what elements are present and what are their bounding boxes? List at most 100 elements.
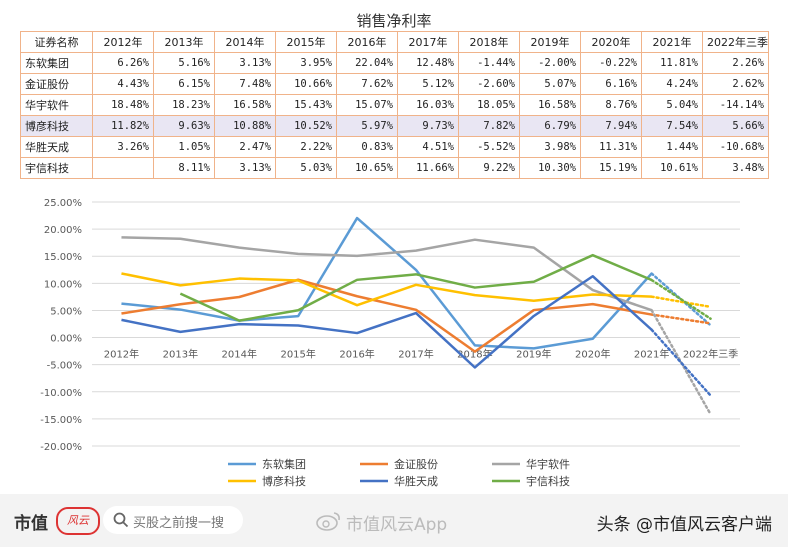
table-cell-value: -14.14% bbox=[702, 94, 769, 116]
table-cell-value: 6.79% bbox=[519, 115, 581, 137]
table-header-cell: 2019年 bbox=[519, 31, 581, 53]
table-cell-value: 10.30% bbox=[519, 157, 581, 179]
table-cell-value: 3.48% bbox=[702, 157, 769, 179]
table-cell-value: 10.61% bbox=[641, 157, 703, 179]
table-row: 宇信科技 8.11% 3.13% 5.03% 10.65% 11.66% 9.22% 10.3… bbox=[20, 157, 769, 179]
footer-bar: 市值 风云 买股之前搜一搜 市值风云App 头条 @市值风云客户端 bbox=[0, 494, 788, 547]
table-cell-value: 3.13% bbox=[214, 157, 276, 179]
data-table: 证券名称 2012年 2013年 2014年 2015年 2016年 2017年 2018年 2… bbox=[20, 31, 769, 179]
table-cell-value: 11.81% bbox=[641, 52, 703, 74]
table-cell-value: 4.43% bbox=[92, 73, 154, 95]
table-cell-value: 5.97% bbox=[336, 115, 398, 137]
table-header-cell: 证券名称 bbox=[20, 31, 93, 53]
table-header-cell: 2022年三季 bbox=[702, 31, 769, 53]
table-cell-value: 15.43% bbox=[275, 94, 337, 116]
x-tick-label: 2021年 bbox=[634, 348, 669, 361]
table-cell-name: 金证股份 bbox=[20, 73, 93, 95]
table-cell-value: 3.95% bbox=[275, 52, 337, 74]
search-box[interactable]: 买股之前搜一搜 bbox=[103, 506, 243, 534]
x-tick-label: 2022年三季 bbox=[683, 348, 738, 361]
x-tick-label: 2018年 bbox=[457, 348, 492, 361]
x-tick-label: 2020年 bbox=[575, 348, 610, 361]
y-tick-label: 20.00% bbox=[44, 225, 82, 236]
line-chart: 25.00% 20.00% 15.00% 10.00% 5.00% 0.00% -5.00%… bbox=[40, 198, 740, 488]
table-cell-name: 华宇软件 bbox=[20, 94, 93, 116]
legend-label: 华宇软件 bbox=[526, 457, 570, 471]
table-cell-value: 18.48% bbox=[92, 94, 154, 116]
table-cell-value: 6.26% bbox=[92, 52, 154, 74]
table-cell-value: -2.00% bbox=[519, 52, 581, 74]
watermark-text: 市值风云App bbox=[346, 515, 448, 535]
table-cell-value: 9.22% bbox=[458, 157, 520, 179]
table-cell-value: 10.52% bbox=[275, 115, 337, 137]
table-cell-value: 18.05% bbox=[458, 94, 520, 116]
y-tick-label: 0.00% bbox=[50, 334, 82, 345]
table-cell-value: 8.11% bbox=[153, 157, 215, 179]
y-tick-label: 25.00% bbox=[44, 198, 82, 209]
table-header-cell: 2013年 bbox=[153, 31, 215, 53]
table-cell-value: -10.68% bbox=[702, 136, 769, 158]
table-cell-name: 东软集团 bbox=[20, 52, 93, 74]
table-cell-value: 7.82% bbox=[458, 115, 520, 137]
x-tick-label: 2015年 bbox=[280, 348, 315, 361]
table-cell-value: 16.58% bbox=[519, 94, 581, 116]
x-tick-label: 2014年 bbox=[222, 348, 257, 361]
table-cell-value bbox=[92, 157, 154, 179]
table-cell-value: 11.31% bbox=[580, 136, 642, 158]
y-tick-label: -20.00% bbox=[40, 442, 82, 453]
table-cell-value: -5.52% bbox=[458, 136, 520, 158]
legend-label: 金证股份 bbox=[394, 457, 438, 471]
table-row: 金证股份 4.43% 6.15% 7.48% 10.66% 7.62% 5.12% -2.60… bbox=[20, 73, 769, 95]
table-cell-value: 5.12% bbox=[397, 73, 459, 95]
table-cell-value: 2.26% bbox=[702, 52, 769, 74]
table-cell-value: 7.48% bbox=[214, 73, 276, 95]
table-row: 博彦科技 11.82% 9.63% 10.88% 10.52% 5.97% 9.73% 7.8… bbox=[20, 115, 769, 137]
series-line bbox=[121, 274, 653, 369]
table-header-cell: 2015年 bbox=[275, 31, 337, 53]
series-line-projection bbox=[650, 295, 712, 309]
x-tick-label: 2017年 bbox=[398, 348, 433, 361]
table-cell-value: 3.26% bbox=[92, 136, 154, 158]
weibo-icon bbox=[316, 512, 340, 531]
table-cell-value: 5.07% bbox=[519, 73, 581, 95]
table-cell-value: 10.88% bbox=[214, 115, 276, 137]
table-cell-value: 1.44% bbox=[641, 136, 703, 158]
table-cell-value: 2.47% bbox=[214, 136, 276, 158]
table-header-cell: 2012年 bbox=[92, 31, 154, 53]
series-line-projection bbox=[650, 278, 712, 320]
x-tick-label: 2012年 bbox=[104, 348, 139, 361]
x-tick-label: 2019年 bbox=[516, 348, 551, 361]
series-line bbox=[121, 278, 652, 353]
table-cell-value: 16.03% bbox=[397, 94, 459, 116]
logo-text: 市值 bbox=[14, 514, 48, 534]
table-cell-name: 华胜天成 bbox=[20, 136, 93, 158]
table-cell-value: 15.19% bbox=[580, 157, 642, 179]
table-cell-value: 8.76% bbox=[580, 94, 642, 116]
series-line bbox=[121, 272, 652, 307]
table-header-cell: 2014年 bbox=[214, 31, 276, 53]
table-cell-name: 宇信科技 bbox=[20, 157, 93, 179]
table-cell-value: 2.22% bbox=[275, 136, 337, 158]
search-icon bbox=[113, 512, 129, 528]
x-tick-label: 2016年 bbox=[339, 348, 374, 361]
y-tick-label: 15.00% bbox=[44, 252, 82, 263]
y-tick-label: -15.00% bbox=[40, 415, 82, 426]
table-cell-value: 7.94% bbox=[580, 115, 642, 137]
legend-label: 博彦科技 bbox=[262, 474, 306, 488]
table-cell-name: 博彦科技 bbox=[20, 115, 93, 137]
table-row: 华胜天成 3.26% 1.05% 2.47% 2.22% 0.83% 4.51% -5.52%… bbox=[20, 136, 769, 158]
x-tick-label: 2013年 bbox=[163, 348, 198, 361]
table-cell-value: 12.48% bbox=[397, 52, 459, 74]
table-cell-value: 7.62% bbox=[336, 73, 398, 95]
table-header-cell: 2020年 bbox=[580, 31, 642, 53]
legend-label: 宇信科技 bbox=[526, 474, 570, 488]
table-cell-value: 3.13% bbox=[214, 52, 276, 74]
table-cell-value: 6.15% bbox=[153, 73, 215, 95]
table-cell-value: 5.16% bbox=[153, 52, 215, 74]
search-placeholder: 买股之前搜一搜 bbox=[133, 516, 225, 531]
table-title: 销售净利率 bbox=[356, 12, 432, 30]
legend-label: 华胜天成 bbox=[394, 474, 438, 488]
table-cell-value: 5.03% bbox=[275, 157, 337, 179]
y-tick-label: -10.00% bbox=[40, 388, 82, 399]
table-cell-value: -2.60% bbox=[458, 73, 520, 95]
